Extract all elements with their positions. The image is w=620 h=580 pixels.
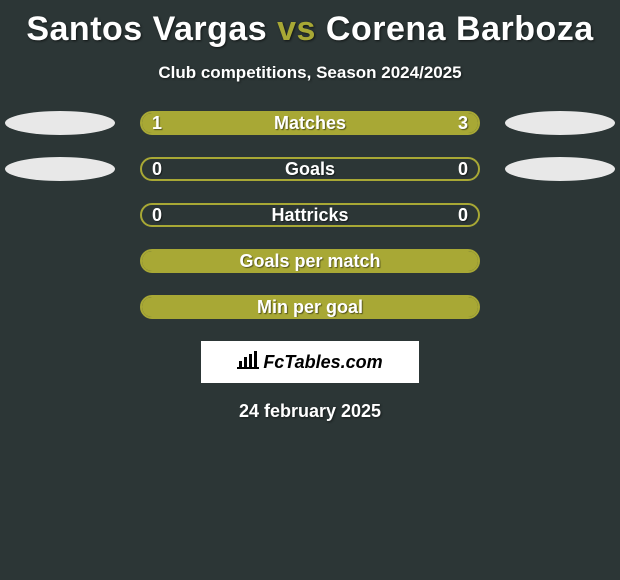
player-left-name: Santos Vargas [26, 10, 267, 48]
stat-label: Hattricks [142, 205, 478, 225]
stat-value-left: 0 [152, 159, 162, 179]
vs-separator: vs [277, 10, 316, 48]
stat-bar: Goals per match [140, 249, 480, 273]
logo-text: FcTables.com [263, 352, 382, 373]
date-label: 24 february 2025 [239, 401, 381, 422]
team-left-badge [5, 111, 115, 135]
subtitle: Club competitions, Season 2024/2025 [158, 63, 461, 83]
stat-value-right: 0 [458, 205, 468, 225]
stats-area: Matches13Goals00Hattricks00Goals per mat… [0, 111, 620, 319]
stat-value-left: 0 [152, 205, 162, 225]
comparison-card: Santos Vargas vs Corena Barboza Club com… [0, 0, 620, 422]
player-right-name: Corena Barboza [326, 10, 594, 48]
team-right-badge [505, 111, 615, 135]
stat-row: Goals0 0 [0, 157, 620, 181]
stat-bar: Hattricks0 0 [140, 203, 480, 227]
stat-row: Hattricks0 0 [0, 203, 620, 227]
stat-bar: Min per goal [140, 295, 480, 319]
team-right-badge [505, 157, 615, 181]
logo-box: FcTables.com [201, 341, 419, 383]
stat-bar: Matches1 3 [140, 111, 480, 135]
stat-label: Min per goal [142, 297, 478, 317]
stat-label: Goals [142, 159, 478, 179]
page-title: Santos Vargas vs Corena Barboza [26, 10, 593, 49]
stat-label: Matches [142, 113, 478, 133]
stat-value-right: 0 [458, 159, 468, 179]
stat-value-right: 3 [458, 113, 468, 133]
stat-row: Min per goal [0, 295, 620, 319]
stat-bar: Goals0 0 [140, 157, 480, 181]
team-left-badge [5, 157, 115, 181]
stat-row: Goals per match [0, 249, 620, 273]
stat-label: Goals per match [142, 251, 478, 271]
stat-row: Matches1 3 [0, 111, 620, 135]
stat-value-left: 1 [152, 113, 162, 133]
chart-icon [237, 351, 259, 374]
